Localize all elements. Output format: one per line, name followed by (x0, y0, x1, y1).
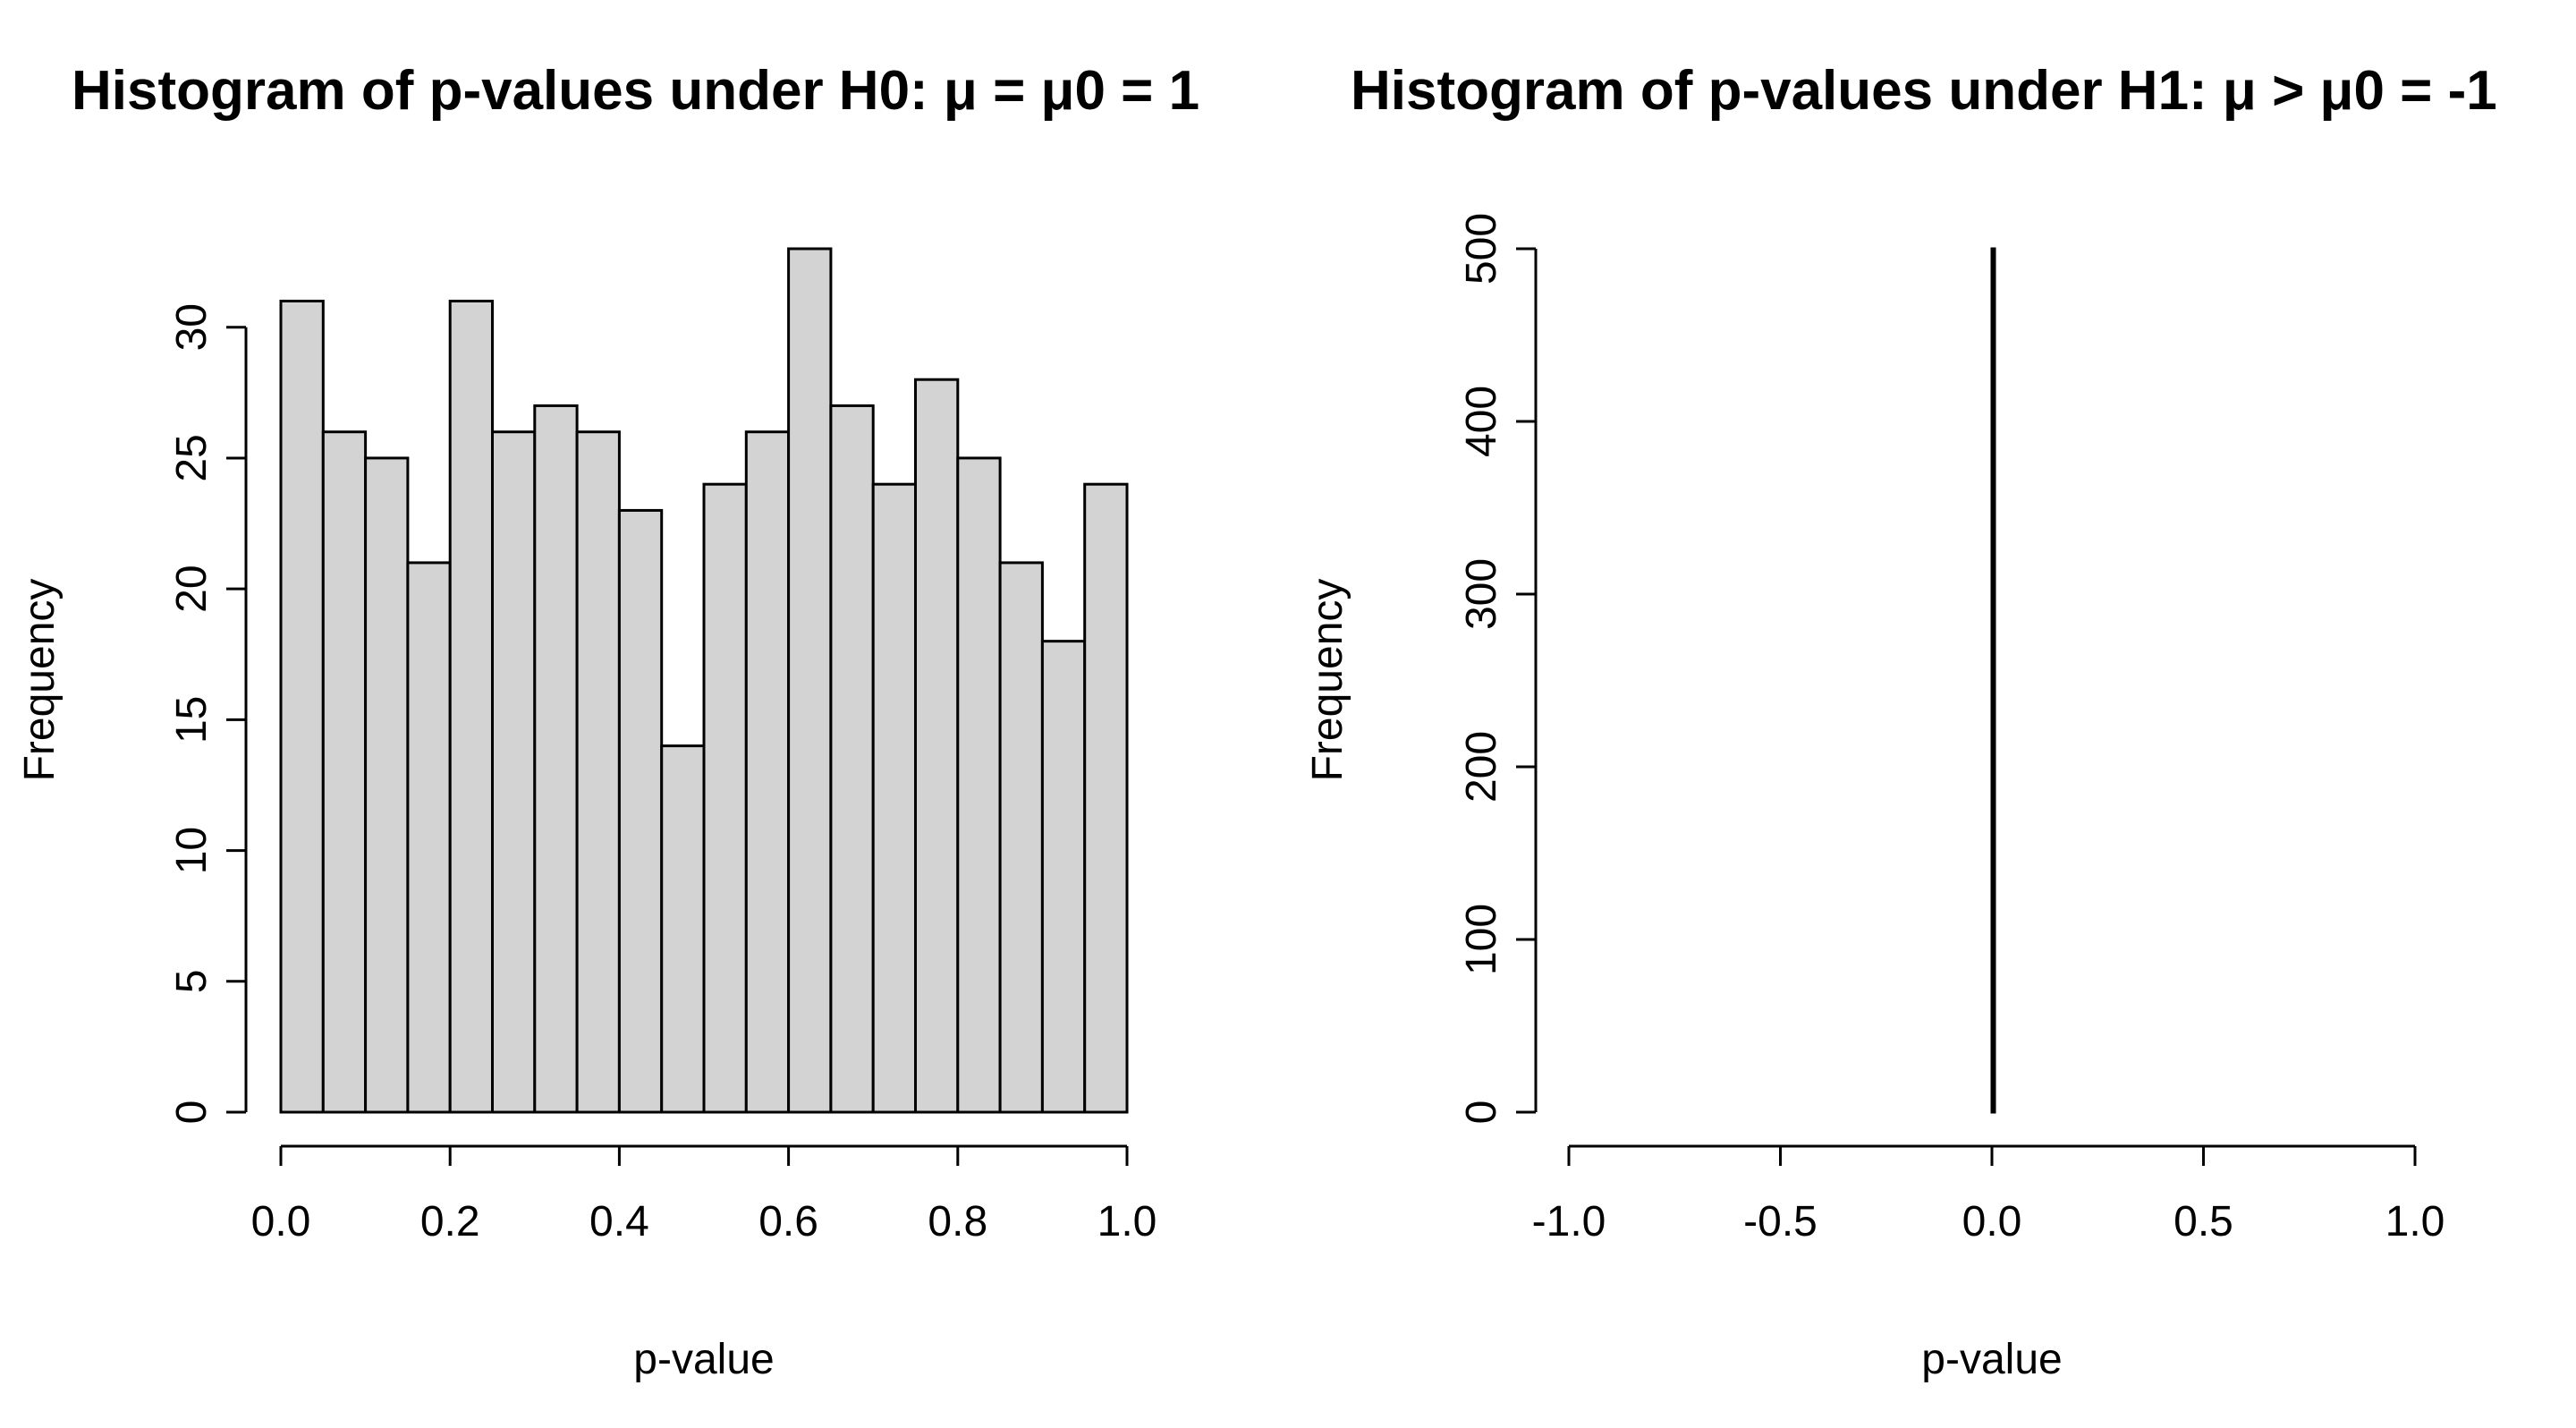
panel-h1-bars (1990, 247, 1996, 1114)
y-tick-label: 15 (168, 696, 216, 744)
histogram-bar (829, 404, 875, 1114)
x-tick-label: 0.8 (928, 1198, 987, 1245)
histogram-bar (871, 482, 918, 1114)
panel-h1-y-axis: 0 100 200 300 400 500 (1458, 213, 1538, 1125)
x-tick-label: -1.0 (1532, 1198, 1606, 1245)
x-tick-label: 0.0 (251, 1198, 311, 1245)
histogram-bar (914, 378, 960, 1114)
histogram-bar (533, 404, 579, 1114)
panel-h0-x-axis-label: p-value (633, 1336, 774, 1383)
y-tick-label: 0 (168, 1101, 216, 1125)
histogram-bar (1990, 247, 1996, 1114)
panel-h1-title: Histogram of p-values under H1: μ > μ0 =… (1351, 60, 2497, 122)
x-tick-label: 0.4 (589, 1198, 649, 1245)
panel-h0-title: Histogram of p-values under H0: μ = μ0 =… (72, 60, 1199, 122)
x-tick-label: -0.5 (1743, 1198, 1818, 1245)
x-tick-label: 0.6 (758, 1198, 818, 1245)
histogram-bar (575, 430, 621, 1114)
panel-h1-x-axis-label: p-value (1921, 1336, 2062, 1383)
histogram-bar (279, 299, 325, 1114)
y-tick-label: 25 (168, 434, 216, 481)
panel-h0-y-axis: 0 5 10 15 20 25 30 (168, 303, 248, 1125)
x-tick-label: 1.0 (2385, 1198, 2445, 1245)
x-tick-label: 0.5 (2174, 1198, 2233, 1245)
histogram-bar (448, 299, 495, 1114)
histogram-bar (956, 456, 1002, 1114)
y-tick-label: 500 (1458, 213, 1505, 285)
y-tick-label: 400 (1458, 386, 1505, 457)
histogram-bar (787, 247, 833, 1114)
x-tick-label: 0.0 (1962, 1198, 2022, 1245)
histogram-bar (702, 482, 748, 1114)
panel-h0-bars (279, 247, 1129, 1114)
panel-h1-y-axis-label: Frequency (1304, 579, 1352, 782)
y-tick-label: 5 (168, 969, 216, 993)
y-tick-label: 20 (168, 565, 216, 612)
histogram-bar (406, 561, 452, 1114)
histogram-bar (617, 508, 664, 1114)
y-tick-label: 200 (1458, 731, 1505, 803)
x-tick-label: 0.2 (420, 1198, 480, 1245)
panel-h1: Histogram of p-values under H1: μ > μ0 =… (1304, 60, 2497, 1383)
y-tick-label: 30 (168, 303, 216, 351)
panel-h1-x-axis: -1.0 -0.5 0.0 0.5 1.0 (1532, 1144, 2445, 1245)
x-tick-label: 1.0 (1097, 1198, 1157, 1245)
histogram-bar (660, 744, 706, 1114)
histogram-bar (321, 430, 368, 1114)
y-tick-label: 100 (1458, 904, 1505, 975)
histogram-bar (1040, 640, 1087, 1114)
y-tick-label: 0 (1458, 1101, 1505, 1125)
histogram-bar (744, 430, 791, 1114)
y-tick-label: 10 (168, 827, 216, 874)
y-tick-label: 300 (1458, 558, 1505, 630)
histogram-bar (364, 456, 410, 1114)
panel-h0-x-axis: 0.0 0.2 0.4 0.6 0.8 1.0 (251, 1144, 1157, 1245)
histogram-bar (998, 561, 1044, 1114)
histogram-bar (1083, 482, 1129, 1114)
panel-h0: Histogram of p-values under H0: μ = μ0 =… (16, 60, 1199, 1383)
panel-h0-y-axis-label: Frequency (16, 579, 64, 782)
histogram-bar (491, 430, 537, 1114)
